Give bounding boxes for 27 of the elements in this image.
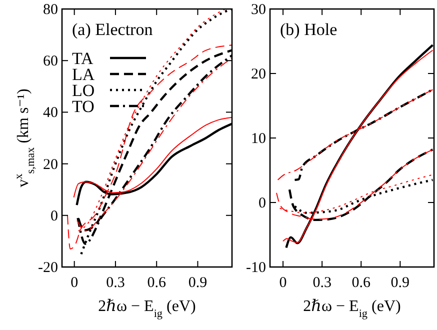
y-tick-label: 0: [258, 196, 266, 212]
legend-label: TO: [72, 97, 94, 116]
annotation: (a) Electron: [72, 20, 154, 39]
y-tick-label: 0: [50, 208, 58, 224]
y-tick-label: 20: [43, 156, 58, 173]
x-tick-label: 0.6: [352, 275, 371, 291]
x-axis-title: 2ℏω − E$_{ig}$ (eV): [98, 298, 196, 320]
annotation: (b) Hole: [280, 20, 338, 39]
legend-label: TA: [72, 49, 94, 68]
x-tick-label: 0.9: [188, 275, 208, 291]
x-tick-label: 0.3: [312, 275, 332, 291]
x-axis-title: 2ℏω − E$_{ig}$ (eV): [303, 298, 401, 320]
legend-label: LO: [72, 81, 95, 100]
y-tick-label: 60: [43, 54, 58, 70]
x-tick-label: 0: [279, 275, 287, 291]
x-tick-label: 0: [70, 275, 78, 291]
y-tick-label: 30: [251, 2, 266, 18]
x-tick-label: 0.3: [106, 275, 125, 291]
x-tick-label: 0.6: [147, 275, 166, 291]
y-tick-label: 40: [43, 105, 58, 122]
y-tick-label: 10: [251, 131, 266, 147]
y-tick-label: 20: [251, 66, 266, 82]
y-tick-label: 80: [43, 2, 58, 18]
x-tick-label: 0.9: [390, 275, 410, 291]
y-tick-label: -20: [38, 260, 58, 276]
y-tick-label: -10: [246, 260, 266, 276]
legend-label: LA: [72, 65, 96, 84]
